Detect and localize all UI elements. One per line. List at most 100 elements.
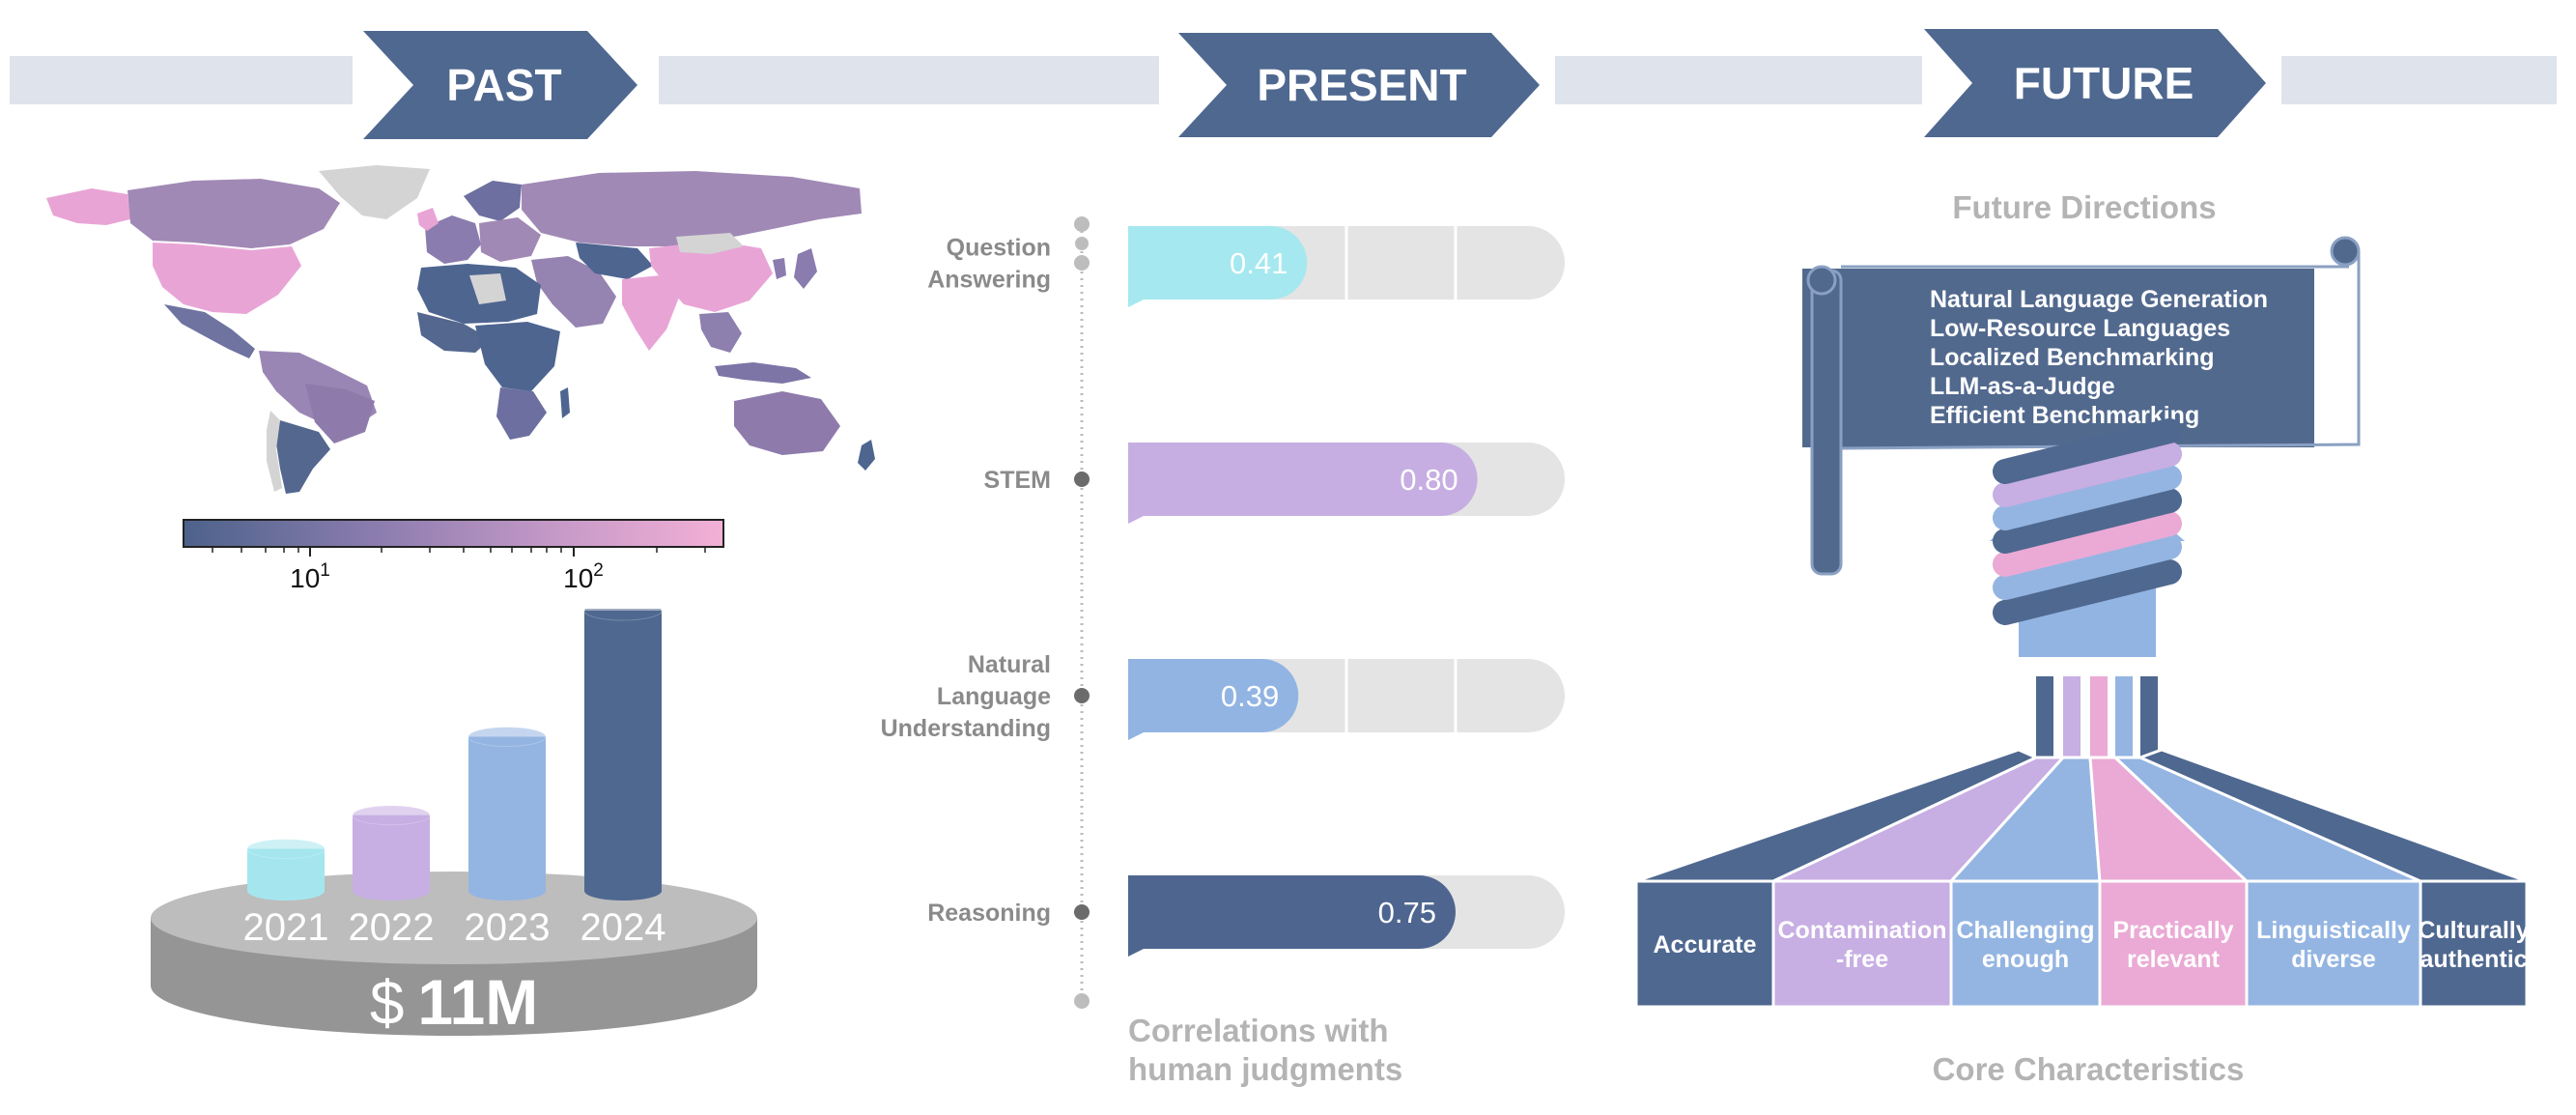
- region-madagascar: [560, 387, 570, 418]
- core-column: Challenging enough: [1949, 879, 2102, 1009]
- scroll-body: [1802, 269, 2314, 447]
- funding-cylinders: [246, 609, 663, 901]
- region-korea: [773, 258, 786, 279]
- region-mexico: [164, 304, 255, 358]
- year-label-2023: 2023: [465, 906, 551, 949]
- bar-row: 0.75: [1128, 875, 1565, 957]
- colorbar-gradient: [183, 519, 724, 548]
- funding-cylinder: [352, 805, 431, 901]
- core-fans: [1635, 748, 2528, 883]
- colorbar-minor-ticks: [212, 547, 706, 553]
- core-column: Culturally authentic: [2418, 879, 2530, 1009]
- bar: [1128, 443, 1478, 524]
- chart-title-line1: Correlations with: [1128, 1013, 1389, 1048]
- region-uk: [417, 208, 439, 231]
- year-label-2024: 2024: [580, 906, 666, 949]
- funding-cylinder: [467, 727, 547, 901]
- core-column: Practically relevant: [2098, 879, 2249, 1009]
- region-west-africa: [417, 312, 491, 353]
- scroll-right-curl: [2330, 236, 2361, 267]
- past-label: PAST: [446, 60, 561, 110]
- core-characteristics-title: Core Characteristics: [1933, 1051, 2245, 1087]
- future-arrow: [1924, 29, 2266, 137]
- pedestal-top: [151, 872, 757, 964]
- future-label: FUTURE: [2014, 58, 2194, 108]
- region-new-zealand: [858, 440, 875, 471]
- region-canada: [127, 179, 340, 248]
- core-label: Practically relevant: [2112, 917, 2233, 973]
- category-dot: [1074, 472, 1090, 487]
- funding-pedestal-chart: 2021 2022 2023 2024 $11M: [151, 609, 757, 1038]
- bar-value-label: 0.80: [1400, 463, 1458, 497]
- category-label: Reasoning: [927, 900, 1051, 927]
- core-label: Culturally authentic: [2418, 917, 2529, 973]
- scroll-left-curl: [1806, 265, 1837, 296]
- bar: [1128, 875, 1456, 957]
- future-directions-title: Future Directions: [1952, 189, 2216, 225]
- region-central-asia: [576, 243, 653, 279]
- funding-amount: $11M: [370, 966, 538, 1038]
- region-usa: [153, 243, 301, 314]
- direction-item: Low-Resource Languages: [1930, 315, 2230, 342]
- region-russia: [522, 171, 862, 246]
- currency-symbol: $: [370, 968, 405, 1038]
- core-label: Accurate: [1654, 931, 1757, 958]
- region-se-asia: [699, 312, 742, 353]
- bar-row: 0.80: [1128, 443, 1565, 524]
- category-dot: [1074, 904, 1090, 920]
- direction-item: Natural Language Generation: [1930, 286, 2268, 313]
- directions-scroll: Natural Language Generation Low-Resource…: [1802, 236, 2361, 576]
- core-label: Contamination -free: [1778, 917, 1947, 973]
- funding-cylinder: [583, 609, 663, 901]
- bar-value-label: 0.41: [1230, 246, 1288, 280]
- region-southern-africa: [496, 387, 547, 440]
- region-sahara-gray: [469, 273, 506, 304]
- region-chile: [267, 411, 282, 492]
- region-europe-east: [479, 217, 541, 262]
- year-label-2021: 2021: [243, 906, 329, 949]
- bar-value-label: 0.39: [1221, 679, 1279, 713]
- region-mongolia: [676, 233, 744, 254]
- past-arrow: [363, 31, 637, 139]
- present-label: PRESENT: [1257, 60, 1466, 110]
- scroll-right-edge: [1840, 251, 2361, 450]
- category-dot: [1074, 688, 1090, 703]
- chart-title-line2: human judgments: [1128, 1051, 1402, 1087]
- direction-item: LLM-as-a-Judge: [1930, 373, 2115, 400]
- region-alaska: [46, 188, 130, 225]
- axis-end-top: [1074, 216, 1090, 232]
- region-indonesia: [715, 362, 811, 384]
- future-diagram: Future Directions Natural Language Gener…: [1634, 189, 2530, 1087]
- core-label: Linguistically diverse: [2256, 917, 2411, 973]
- map-regions: [46, 165, 875, 494]
- colorbar-tick-label-1: 101: [290, 560, 330, 593]
- region-australia: [734, 391, 840, 455]
- timeline-track-4: [2281, 56, 2557, 104]
- year-label-2022: 2022: [349, 906, 435, 949]
- timeline-banner: PAST PRESENT FUTURE: [10, 29, 2557, 139]
- amount-value: 11M: [417, 966, 538, 1038]
- region-india: [622, 275, 680, 351]
- bar-row: 0.41: [1128, 226, 1565, 307]
- region-scandinavia: [464, 181, 522, 221]
- timeline-track-2: [659, 56, 1159, 104]
- ribbon-coil: [1993, 418, 2182, 625]
- category-label: STEM: [984, 467, 1051, 494]
- core-column: Linguistically diverse: [2245, 879, 2422, 1009]
- region-europe-west: [425, 215, 481, 264]
- scroll-left-roll: [1810, 269, 1843, 576]
- region-brazil: [305, 384, 375, 443]
- region-greenland: [319, 165, 430, 219]
- funding-cylinder: [246, 839, 326, 901]
- bar: [1128, 659, 1299, 740]
- region-argentina: [276, 420, 330, 494]
- present-arrow: [1178, 33, 1540, 137]
- correlation-chart: 0.41 0.80 0.39 0.75 Question Answering STEM Na…: [881, 216, 1565, 1087]
- directions-list: Natural Language Generation Low-Resource…: [1930, 286, 2268, 429]
- region-japan: [794, 248, 817, 289]
- region-middle-east: [531, 256, 616, 328]
- category-dot: [1074, 255, 1090, 271]
- timeline-track-3: [1555, 56, 1922, 104]
- chart-bars: 0.41 0.80 0.39 0.75: [1128, 226, 1565, 957]
